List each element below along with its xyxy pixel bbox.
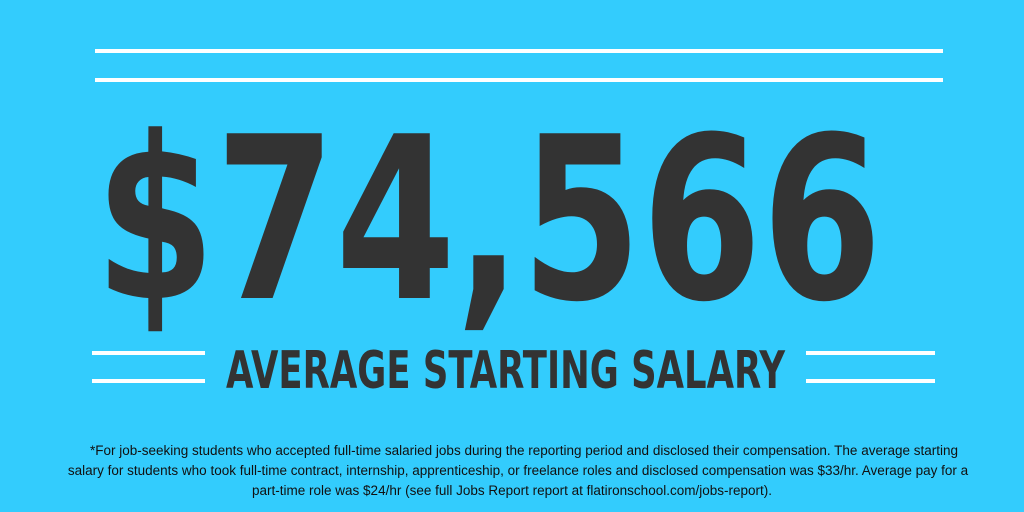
footnote-line: salary for students who took full-time c… [68, 463, 969, 478]
subtitle: AVERAGE STARTING SALARY [226, 341, 786, 401]
headline: $74,566 [95, 89, 882, 352]
footnote-line: part-time role was $24/hr (see full Jobs… [252, 483, 772, 498]
footnote-line: *For job-seeking students who accepted f… [90, 443, 958, 458]
